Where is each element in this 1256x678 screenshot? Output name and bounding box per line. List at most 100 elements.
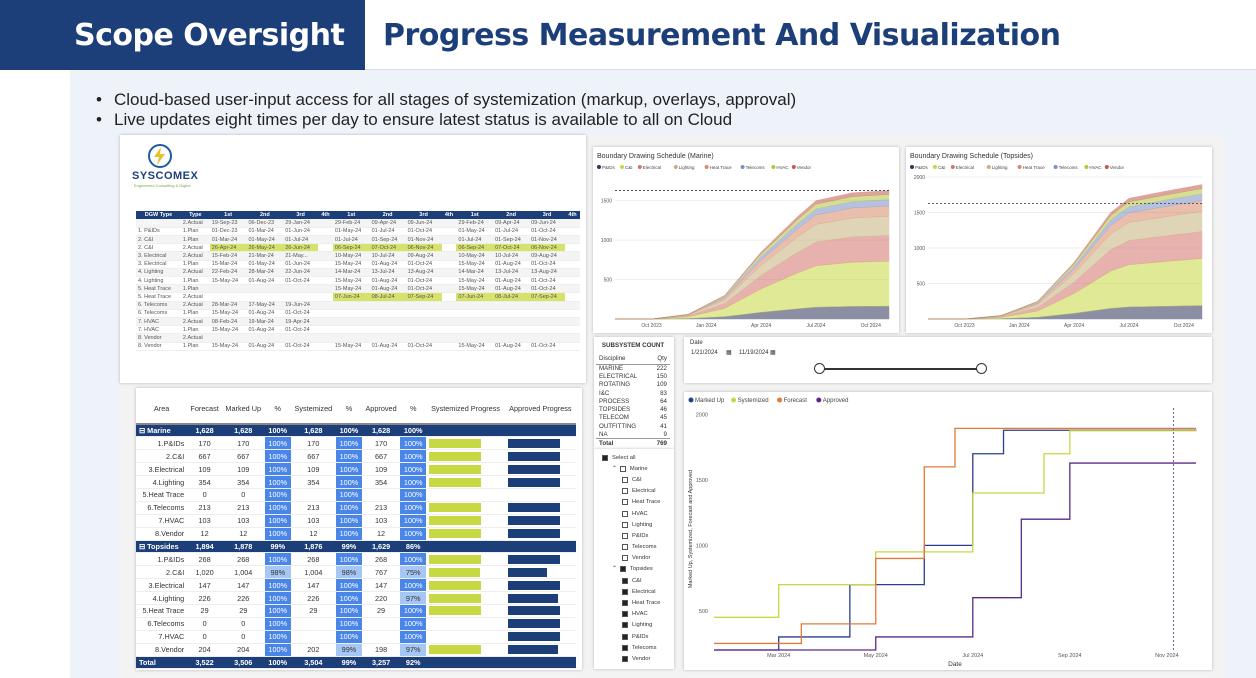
table-row[interactable]: 6.Telecoms 213 213 100% 213 100% 213 100% <box>136 501 576 515</box>
area-col-header[interactable]: % <box>399 394 427 425</box>
list-item[interactable]: TELECOM 45 <box>596 414 670 422</box>
dgw-col-header[interactable]: 2nd <box>246 211 284 220</box>
table-row[interactable]: 5. Heat Trace 1.Plan 15-May-24 01-Aug-24 01-… <box>136 284 580 294</box>
checkbox[interactable] <box>622 499 628 506</box>
group-row[interactable]: ⊟ Marine 1,628 1,628 100% 1,628 100% 1,628 100% <box>136 424 576 438</box>
dgw-col-header[interactable]: 3rd <box>529 211 566 220</box>
slicer-item[interactable]: ⌃ Topsides <box>598 564 672 575</box>
slicer-item[interactable]: Heat Trace <box>598 497 672 508</box>
dgw-col-header[interactable]: 3rd <box>405 211 442 220</box>
table-row[interactable]: 8.Vendor 12 12 100% 12 100% 12 100% <box>136 527 576 541</box>
area-col-header[interactable]: Marked Up <box>221 394 265 425</box>
table-row[interactable]: 1.P&IDs 268 268 100% 268 100% 268 100% <box>136 552 576 567</box>
table-row[interactable]: 3. Electrical 2.Actual 15-Feb-24 21-Mar-24 2… <box>136 251 580 261</box>
list-item[interactable]: ELECTRICAL 150 <box>596 372 670 380</box>
slicer-item[interactable]: Select all <box>598 452 672 463</box>
area-col-header[interactable]: % <box>335 394 363 425</box>
list-item[interactable]: PROCESS 64 <box>596 397 670 405</box>
table-row[interactable]: 5. Heat Trace 2.Actual 07-Jun-24 08-Jul-24 0… <box>136 292 580 302</box>
slicer-item[interactable]: C&I <box>598 575 672 586</box>
slicer-item[interactable]: P&IDs <box>598 631 672 642</box>
slicer-item[interactable]: Telecoms <box>598 642 672 653</box>
total-row[interactable]: Total 3,522 3,506 100% 3,504 99% 3,257 92% <box>136 656 576 670</box>
table-row[interactable]: 4.Lighting 354 354 100% 354 100% 354 100% <box>136 475 576 489</box>
slicer-item[interactable]: Vendor <box>598 653 672 664</box>
dgw-col-header[interactable]: DGW Type <box>136 211 181 220</box>
slicer-item[interactable]: Heat Trace <box>598 597 672 608</box>
dgw-col-header[interactable]: 2nd <box>369 211 406 220</box>
slicer-item[interactable]: Vendor <box>598 553 672 564</box>
collapse-icon[interactable]: ⌃ <box>612 566 617 573</box>
table-row[interactable]: 4.Lighting 226 226 100% 226 100% 220 97% <box>136 591 576 605</box>
col-qty[interactable]: Qty <box>650 353 670 365</box>
slicer-item[interactable]: HVAC <box>598 609 672 620</box>
slicer-item[interactable]: P&IDs <box>598 530 672 541</box>
table-row[interactable]: 4. Lighting 2.Actual 22-Feb-24 28-Mar-24 22-… <box>136 268 580 278</box>
area-col-header[interactable]: % <box>264 394 291 425</box>
table-row[interactable]: 1.P&IDs 170 170 100% 170 100% 170 100% <box>136 436 576 451</box>
checkbox[interactable] <box>622 555 628 562</box>
table-row[interactable]: 5.Heat Trace 0 0 100% 100% 100% <box>136 488 576 502</box>
calendar-icon[interactable]: ▦ <box>770 350 776 356</box>
checkbox[interactable] <box>622 655 628 662</box>
checkbox[interactable] <box>622 644 628 651</box>
area-col-header[interactable]: Area <box>136 394 188 425</box>
table-row[interactable]: 7.HVAC 103 103 100% 103 100% 103 100% <box>136 514 576 528</box>
checkbox[interactable] <box>622 488 628 495</box>
table-row[interactable]: 6. Telecoms 1.Plan 15-May-24 01-Aug-24 01-Oc… <box>136 309 580 318</box>
table-row[interactable]: 6.Telecoms 0 0 100% 100% 100% <box>136 617 576 631</box>
checkbox[interactable] <box>622 532 628 539</box>
checkbox[interactable] <box>622 577 628 584</box>
dgw-col-header[interactable]: 1st <box>456 211 494 220</box>
calendar-icon[interactable]: ▦ <box>726 350 732 356</box>
checkbox[interactable] <box>622 510 628 517</box>
checkbox[interactable] <box>619 566 626 573</box>
table-row[interactable]: 8. Vendor 1.Plan 15-May-24 01-Aug-24 01-Oct-… <box>136 342 580 351</box>
list-item[interactable]: TOPSIDES 46 <box>596 405 670 413</box>
table-row[interactable]: 1. P&IDs 1.Plan 01-Dec-23 01-Mar-24 01-Jun-2… <box>136 227 580 237</box>
list-item[interactable]: I&C 83 <box>596 389 670 397</box>
checkbox[interactable] <box>622 611 628 618</box>
col-discipline[interactable]: Discipline <box>596 353 651 365</box>
checkbox[interactable] <box>622 588 628 595</box>
slicer-item[interactable]: Telecoms <box>598 542 672 553</box>
slicer-item[interactable]: HVAC <box>598 508 672 519</box>
dgw-col-header[interactable]: 4th <box>318 211 333 220</box>
list-item[interactable]: MARINE 222 <box>596 364 670 372</box>
area-col-header[interactable]: Approved <box>362 394 400 425</box>
start-date-input[interactable]: 1/21/2024 <box>691 350 718 356</box>
slicer-item[interactable]: Lighting <box>598 519 672 530</box>
table-row[interactable]: 3.Electrical 147 147 100% 147 100% 147 100% <box>136 578 576 593</box>
list-item[interactable]: ROTATING 109 <box>596 381 670 389</box>
checkbox[interactable] <box>602 454 608 461</box>
table-row[interactable]: 8.Vendor 204 204 100% 202 99% 198 97% <box>136 643 576 657</box>
slider-end-handle[interactable] <box>976 363 987 374</box>
slider-start-handle[interactable] <box>814 363 825 374</box>
collapse-icon[interactable]: ⌃ <box>612 465 617 472</box>
slicer-item[interactable]: ⌃ Marine <box>598 463 672 474</box>
checkbox[interactable] <box>622 600 628 607</box>
slicer-item[interactable]: C&I <box>598 474 672 485</box>
area-col-header[interactable]: Systemized <box>290 394 336 425</box>
table-row[interactable]: 2.C&I 667 667 100% 667 100% 667 100% <box>136 449 576 464</box>
table-row[interactable]: 1. P&IDs 2.Actual 19-Sep-23 06-Dec-23 29-Jan… <box>136 219 580 228</box>
table-row[interactable]: 2. C&I 1.Plan 01-Mar-24 01-May-24 01-Jul-24 0… <box>136 235 580 245</box>
table-row[interactable]: 6. Telecoms 2.Actual 28-Mar-24 17-May-24 19-… <box>136 301 580 310</box>
checkbox[interactable] <box>622 476 628 483</box>
slicer-item[interactable]: Electrical <box>598 486 672 497</box>
slicer-item[interactable]: Electrical <box>598 586 672 597</box>
checkbox[interactable] <box>622 622 628 629</box>
area-col-header[interactable]: Approved Progress <box>504 394 576 425</box>
checkbox[interactable] <box>622 544 628 551</box>
checkbox[interactable] <box>622 633 628 640</box>
area-col-header[interactable]: Forecast <box>187 394 222 425</box>
area-col-header[interactable]: Systemized Progress <box>426 394 505 425</box>
dgw-col-header[interactable]: 3rd <box>283 211 319 220</box>
dgw-col-header[interactable]: Type <box>180 211 210 220</box>
list-item[interactable]: OUTFITTING 41 <box>596 422 670 430</box>
area-slicer[interactable]: Select all ⌃ Marine C&I Electrical Heat Trace… <box>598 452 672 665</box>
table-row[interactable]: 2. C&I 2.Actual 26-Apr-24 26-May-24 26-Jun-2… <box>136 243 580 253</box>
list-item[interactable]: NA 9 <box>596 430 670 438</box>
checkbox[interactable] <box>622 521 628 528</box>
table-row[interactable]: 2.C&I 1,020 1,004 98% 1,004 98% 767 75% <box>136 565 576 580</box>
